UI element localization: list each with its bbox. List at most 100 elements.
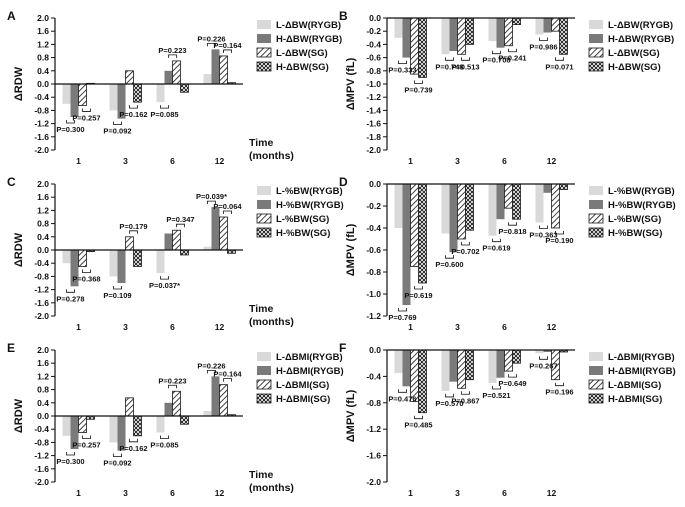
y-tick-label: 1.6 (37, 26, 49, 36)
p-value-label: P=0.748 (435, 62, 463, 71)
bar-H-%BW(SG) (133, 249, 142, 267)
panel-d: D 0.0 -0.2 -0.4 -0.6 -0.8 -1.0 -1.2 ΔMPV (fL) 1 3 6… (339, 175, 676, 332)
legend-label: H-%BW(SG) (276, 228, 330, 239)
y-tick-label: -1.6 (34, 132, 49, 142)
y-tick-label: -2.0 (34, 311, 49, 321)
bar-L-ΔBW(RYGB) (62, 84, 71, 104)
legend-label: L-%BW(RYGB) (608, 186, 675, 197)
p-value-label: P=0.363 (529, 231, 557, 240)
bar-L-ΔBMI(RYGB) (203, 411, 212, 416)
p-value-label: P=0.619 (404, 291, 432, 300)
bar-H-%BW(SG) (418, 183, 427, 284)
p-value-label: P=0.570 (435, 399, 463, 408)
legend-label: L-ΔBW(RYGB) (608, 20, 673, 31)
p-bracket (223, 378, 232, 382)
y-tick-label: -0.8 (366, 66, 381, 76)
p-value-label: P=0.521 (482, 391, 510, 400)
p-bracket (398, 308, 407, 312)
x-tick-label: 3 (455, 488, 460, 498)
p-bracket (160, 105, 169, 109)
bar-H-ΔBW(RYGB) (543, 18, 552, 33)
p-bracket (555, 382, 564, 387)
bar-H-ΔBMI(RYGB) (543, 350, 552, 352)
bar-L-%BW(RYGB) (394, 184, 403, 228)
y-tick-label: 0.0 (37, 245, 49, 255)
x-tick-label: 3 (123, 488, 128, 498)
legend-swatch (589, 352, 603, 361)
y-tick-label: -0.8 (34, 271, 49, 281)
p-bracket (445, 393, 454, 398)
bar-H-ΔBW(SG) (512, 17, 521, 25)
bar-L-%BW(SG) (551, 183, 560, 229)
bar-H-ΔBMI(RYGB) (449, 350, 458, 382)
p-bracket (207, 370, 216, 374)
y-tick-label: -1.6 (366, 451, 381, 461)
p-bracket (508, 374, 517, 378)
bar-L-%BW(SG) (457, 183, 466, 240)
legend-label: L-ΔBW(SG) (276, 48, 328, 59)
p-bracket (555, 57, 564, 61)
bar-L-ΔBMI(RYGB) (156, 416, 165, 433)
legend-swatch (588, 61, 604, 72)
legend-swatch (256, 47, 272, 58)
p-value-label: P=0.092 (103, 127, 131, 136)
y-tick-label: 0.0 (369, 13, 381, 23)
y-tick-label: 1.6 (37, 192, 49, 202)
bar-L-ΔBMI(SG) (457, 349, 466, 389)
y-tick-label: -1.2 (34, 451, 49, 461)
legend-label: H-ΔBMI(SG) (608, 394, 662, 405)
p-value-label: P=0.347 (166, 215, 194, 224)
bar-L-%BW(SG) (78, 249, 87, 267)
p-bracket (414, 286, 423, 290)
legend-label: L-ΔBMI(SG) (608, 380, 661, 391)
legend-swatch (588, 379, 604, 390)
y-tick-label: 2.0 (37, 179, 49, 189)
y-tick-label: -0.8 (366, 267, 381, 277)
p-bracket (445, 57, 454, 61)
y-tick-label: -0.6 (366, 53, 381, 63)
legend-swatch (588, 227, 604, 238)
bar-L-ΔBW(SG) (219, 55, 228, 85)
p-bracket (539, 356, 548, 360)
bar-H-ΔBW(SG) (133, 83, 142, 103)
p-bracket (492, 50, 501, 55)
p-bracket (160, 276, 169, 280)
p-value-label: P=0.600 (435, 260, 463, 269)
p-bracket (461, 242, 470, 246)
panel-letter: B (339, 9, 348, 23)
x-tick-label: 3 (123, 322, 128, 332)
bar-H-ΔBW(RYGB) (496, 18, 505, 48)
y-tick-label: 1.2 (37, 39, 49, 49)
p-value-label: P=0.257 (72, 441, 100, 450)
p-bracket (113, 453, 122, 458)
legend-swatch (589, 34, 603, 43)
y-tick-label: -0.4 (366, 223, 381, 233)
y-tick-label: -1.2 (366, 311, 381, 321)
p-bracket (445, 255, 454, 259)
bar-H-%BW(RYGB) (164, 233, 173, 250)
y-tick-label: 2.0 (37, 13, 49, 23)
bar-L-ΔBW(RYGB) (535, 18, 544, 35)
x-tick-label: 12 (547, 322, 557, 332)
bar-L-ΔBMI(RYGB) (394, 350, 403, 374)
p-value-label: P=0.267 (529, 361, 557, 370)
bar-L-ΔBMI(RYGB) (441, 350, 450, 391)
p-value-label: P=0.368 (72, 275, 100, 284)
y-tick-label: -2.0 (366, 477, 381, 487)
legend-label: L-%BW(RYGB) (276, 186, 343, 197)
panel-letter: C (7, 175, 16, 189)
panel-f: F 0.0 -0.4 -0.8 -1.2 -1.6 -2.0 ΔMPV (fL) 1 3 6 12 P=… (339, 341, 676, 498)
p-bracket (129, 230, 138, 234)
x-tick-label: 1 (408, 488, 413, 498)
bar-H-%BW(RYGB) (543, 184, 552, 193)
bar-L-ΔBW(RYGB) (394, 18, 403, 38)
y-tick-label: -1.0 (366, 79, 381, 89)
x-tick-label: 1 (76, 322, 81, 332)
p-bracket (160, 435, 169, 439)
p-value-label: P=0.257 (72, 113, 100, 122)
bar-L-%BW(RYGB) (488, 184, 497, 236)
bar-L-%BW(SG) (125, 236, 134, 251)
legend-swatch (257, 352, 271, 361)
legend-label: H-ΔBW(SG) (276, 62, 329, 73)
bar-L-ΔBMI(SG) (219, 384, 228, 417)
